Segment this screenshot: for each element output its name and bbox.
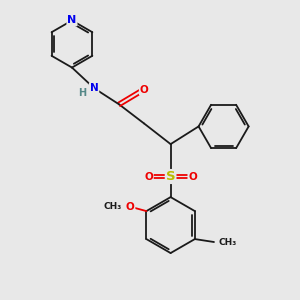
Text: O: O — [126, 202, 135, 212]
Text: CH₃: CH₃ — [218, 238, 236, 247]
Text: O: O — [140, 85, 148, 94]
Text: S: S — [166, 170, 175, 183]
Text: O: O — [188, 172, 197, 182]
Text: N: N — [90, 83, 98, 93]
Text: N: N — [67, 15, 76, 26]
Text: CH₃: CH₃ — [103, 202, 122, 211]
Text: H: H — [78, 88, 86, 98]
Text: O: O — [144, 172, 153, 182]
